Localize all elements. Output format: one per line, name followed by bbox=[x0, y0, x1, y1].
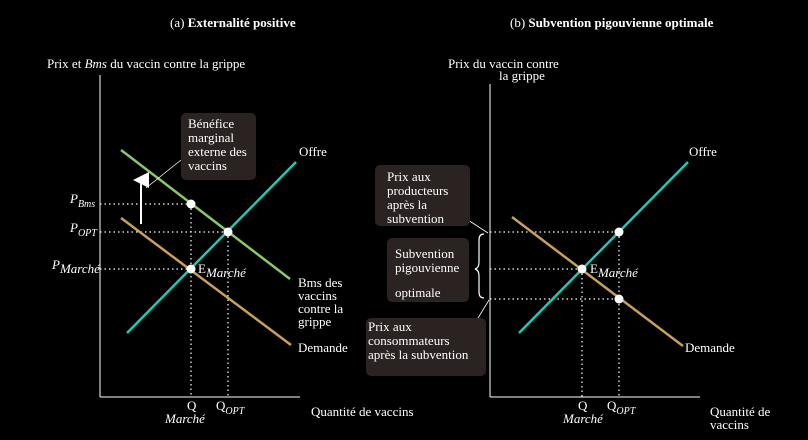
panel-b-e-marche-label: EMarché bbox=[590, 261, 639, 280]
panel-b-y-axis-label: Prix du vaccin contre la grippe bbox=[448, 56, 559, 83]
panel-b-consumers-box bbox=[366, 318, 486, 376]
panel-a-supply-curve bbox=[126, 161, 297, 334]
panel-a-q-marche-sub: Marché bbox=[164, 411, 206, 426]
svg-text:vaccins: vaccins bbox=[188, 158, 227, 173]
p-bms-label: PBms bbox=[69, 191, 95, 210]
panel-b-consumers-text: Prix aux consommateurs après la subventi… bbox=[368, 319, 469, 362]
panel-a-y-axis-label: Prix et Bms du vaccin contre la grippe bbox=[47, 56, 245, 71]
panel-a-demand-label: Demande bbox=[298, 340, 348, 355]
panel-b-q-marche-sub: Marché bbox=[562, 411, 604, 426]
svg-text:producteurs: producteurs bbox=[387, 183, 448, 198]
svg-text:subvention: subvention bbox=[387, 211, 445, 226]
panel-a-bms-label: Bms des vaccins contre la grippe bbox=[298, 275, 343, 329]
panel-b-q-opt-label: QOPT bbox=[607, 398, 637, 417]
panel-b-x-axis-label: Quantité de vaccins bbox=[710, 404, 771, 432]
svg-text:la grippe: la grippe bbox=[499, 68, 545, 83]
panel-b-point-marche bbox=[577, 264, 587, 274]
panel-b-demand-curve bbox=[511, 216, 684, 347]
panel-b-producers-pointer bbox=[467, 219, 489, 234]
svg-text:grippe: grippe bbox=[298, 314, 331, 329]
svg-text:après la subvention: après la subvention bbox=[368, 347, 469, 362]
panel-a: (a) Externalité positive Prix et Bms du … bbox=[47, 15, 414, 426]
svg-text:Prix aux: Prix aux bbox=[368, 319, 412, 334]
svg-text:consommateurs: consommateurs bbox=[368, 333, 450, 348]
panel-b-producers-box bbox=[375, 165, 470, 226]
svg-text:optimale: optimale bbox=[395, 285, 441, 300]
svg-text:Subvention: Subvention bbox=[395, 246, 455, 261]
panel-a-guides bbox=[100, 203, 229, 397]
panel-b-q-marche-main: Q bbox=[578, 398, 588, 413]
svg-text:marginal: marginal bbox=[188, 130, 234, 145]
svg-text:vaccins: vaccins bbox=[710, 417, 749, 432]
svg-text:Quantité de: Quantité de bbox=[710, 404, 771, 419]
panel-a-q-marche-main: Q bbox=[187, 398, 197, 413]
panel-a-title: (a) Externalité positive bbox=[170, 15, 296, 30]
panel-b-guides bbox=[490, 231, 620, 397]
panel-a-q-opt-label: QOPT bbox=[216, 398, 246, 417]
p-opt-label: POPT bbox=[69, 220, 98, 239]
panel-b-supply-label: Offre bbox=[689, 144, 717, 159]
panel-a-supply-label: Offre bbox=[299, 144, 327, 159]
panel-a-bms-curve bbox=[120, 149, 291, 280]
svg-text:Bénéfice: Bénéfice bbox=[188, 116, 234, 131]
panel-b-subsidy-box bbox=[387, 238, 469, 302]
svg-text:Prix du vaccin contre: Prix du vaccin contre bbox=[448, 56, 559, 71]
panel-b: (b) Subvention pigouvienne optimale Prix… bbox=[366, 15, 771, 432]
panel-a-x-axis-label: Quantité de vaccins bbox=[311, 404, 414, 419]
panel-b-point-consumers bbox=[614, 294, 624, 304]
panel-b-point-producers bbox=[614, 227, 624, 237]
panel-b-demand-label: Demande bbox=[685, 340, 735, 355]
panel-a-external-benefit-box bbox=[181, 113, 256, 180]
point-bms bbox=[186, 199, 196, 209]
svg-text:externe des: externe des bbox=[188, 144, 247, 159]
panel-a-e-marche-label: EMarché bbox=[198, 261, 247, 280]
svg-text:contre la: contre la bbox=[298, 301, 343, 316]
svg-text:après la: après la bbox=[387, 197, 427, 212]
panel-b-subsidy-text: Subvention pigouvienne optimale bbox=[395, 246, 459, 300]
svg-text:pigouvienne: pigouvienne bbox=[395, 260, 459, 275]
point-marche bbox=[186, 264, 196, 274]
svg-text:Bms des: Bms des bbox=[298, 275, 342, 290]
svg-text:vaccins: vaccins bbox=[298, 288, 337, 303]
panel-a-external-benefit-text: Bénéfice marginal externe des vaccins bbox=[188, 116, 247, 173]
svg-text:Prix aux: Prix aux bbox=[387, 169, 431, 184]
panel-b-supply-curve bbox=[518, 161, 689, 334]
panel-a-box-pointer bbox=[145, 159, 182, 189]
p-marche-label: PMarché bbox=[51, 257, 101, 276]
point-opt bbox=[223, 227, 233, 237]
brace-icon bbox=[474, 233, 485, 299]
panel-a-demand-curve bbox=[120, 216, 292, 347]
panel-b-producers-text: Prix aux producteurs après la subvention bbox=[387, 169, 448, 226]
panel-b-title: (b) Subvention pigouvienne optimale bbox=[510, 15, 714, 30]
